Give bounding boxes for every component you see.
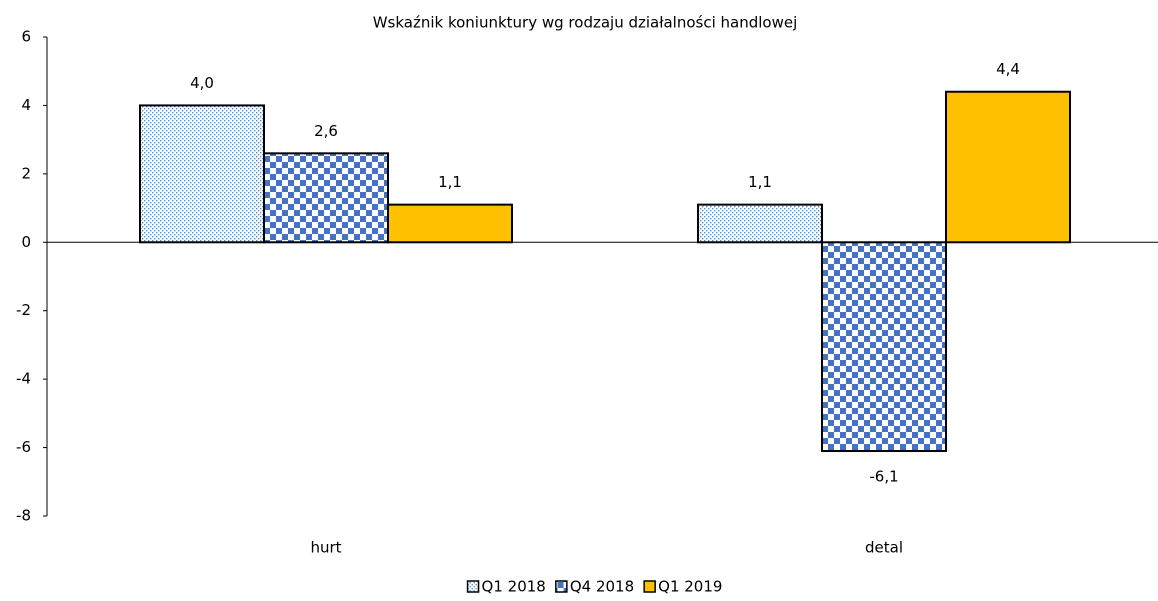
legend: Q1 2018 Q4 2018 Q1 2019 <box>466 578 722 596</box>
y-tick-label: -8 <box>16 507 31 525</box>
bar <box>945 90 1071 244</box>
legend-label: Q1 2019 <box>658 578 722 596</box>
legend-swatch <box>643 580 656 593</box>
value-label: 1,1 <box>438 173 462 191</box>
legend-label: Q4 2018 <box>570 578 634 596</box>
x-tick-label: hurt <box>310 539 341 557</box>
y-tick-label: 4 <box>21 96 31 114</box>
y-tick-label: -6 <box>16 438 31 456</box>
y-tick-label: 6 <box>21 28 31 46</box>
bar <box>263 152 389 244</box>
legend-swatch <box>555 580 568 593</box>
y-tick-label: 2 <box>21 164 31 182</box>
y-tick-label: -4 <box>16 370 31 388</box>
bar <box>139 104 265 244</box>
value-label: -6,1 <box>869 467 898 485</box>
legend-label: Q1 2018 <box>482 578 546 596</box>
y-tick-label: 0 <box>21 233 31 251</box>
bar <box>387 203 513 244</box>
chart-title: Wskaźnik koniunktury wg rodzaju działaln… <box>373 14 798 32</box>
bar <box>697 203 823 244</box>
value-label: 2,6 <box>314 122 338 140</box>
y-tick-label: -2 <box>16 301 31 319</box>
value-label: 4,0 <box>190 74 214 92</box>
value-label: 4,4 <box>996 60 1020 78</box>
value-label: 1,1 <box>748 173 772 191</box>
bar <box>821 241 947 452</box>
x-tick-label: detal <box>865 539 903 557</box>
legend-swatch <box>466 580 480 593</box>
